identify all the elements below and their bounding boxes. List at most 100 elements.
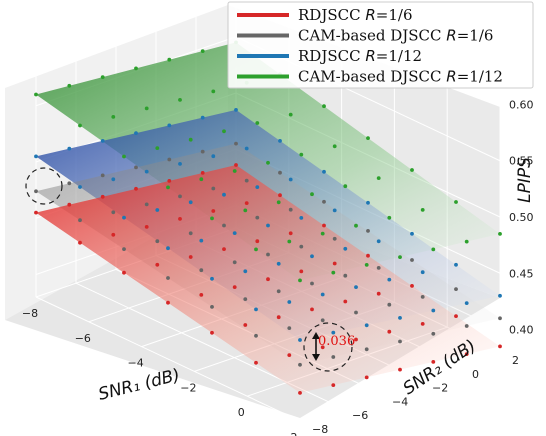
z-tick-label: 0.45 [509, 267, 534, 280]
data-point [144, 225, 149, 229]
y-tick-label: −2 [432, 382, 448, 395]
data-point [222, 247, 226, 252]
data-point [454, 262, 458, 267]
tick-labels: −8 −6 −4 −2 0 2 −8 −6 −4 −2 0 2 0.40 0.45 0.50 0.55 0.60 [22, 99, 534, 436]
z-tick-label: 0.60 [509, 99, 534, 112]
data-point [410, 258, 414, 262]
data-point [376, 239, 381, 244]
data-point [210, 216, 214, 221]
legend-label-value: =1/12 [376, 47, 422, 65]
data-point [211, 209, 216, 213]
data-point [144, 169, 149, 174]
data-point [299, 269, 304, 274]
data-point [234, 163, 238, 167]
data-point [332, 236, 337, 241]
data-point [298, 338, 302, 342]
data-point [122, 215, 126, 220]
data-point [166, 300, 170, 305]
data-point [78, 240, 82, 245]
data-point [454, 287, 458, 291]
data-point [343, 299, 348, 304]
legend-label-value: =1/6 [457, 27, 494, 45]
data-point [310, 281, 314, 286]
data-point [67, 181, 72, 186]
data-point [78, 218, 82, 223]
data-point [431, 360, 436, 364]
data-point [331, 270, 336, 275]
data-point [166, 276, 170, 280]
legend-label-rate: R [446, 68, 456, 86]
data-point [266, 223, 270, 228]
data-point [232, 169, 237, 173]
data-point [200, 49, 205, 53]
data-point [243, 323, 248, 327]
data-point [254, 333, 258, 338]
data-point [420, 322, 425, 326]
legend-label-rate: R [365, 47, 375, 65]
data-point [199, 293, 204, 297]
data-point [354, 223, 358, 228]
data-point [288, 112, 293, 117]
z-axis-label: LPIPS [515, 157, 535, 203]
data-point [332, 208, 337, 213]
data-point [266, 160, 270, 165]
data-point [100, 75, 105, 79]
data-point [364, 347, 369, 352]
data-point [188, 137, 193, 142]
data-point [431, 308, 436, 313]
x-tick-label: −2 [180, 381, 196, 394]
data-point [134, 66, 138, 71]
data-point [278, 170, 282, 175]
data-point [364, 263, 369, 267]
legend-label-text: RDJSCC [298, 6, 365, 24]
legend-label: RDJSCC R=1/6 [298, 6, 413, 24]
data-point [144, 202, 149, 207]
data-point [155, 262, 160, 267]
legend-label-text: RDJSCC [298, 47, 365, 65]
data-point [331, 355, 336, 359]
data-point [34, 92, 38, 97]
data-point [167, 123, 172, 128]
data-point [366, 136, 370, 141]
data-point [166, 246, 170, 251]
data-point [320, 292, 325, 297]
data-point [200, 171, 205, 175]
data-point [298, 391, 302, 395]
data-point [255, 185, 260, 190]
data-point [288, 177, 293, 182]
data-point [234, 108, 238, 112]
data-point [398, 367, 402, 372]
data-point [155, 208, 160, 212]
data-point [134, 131, 138, 136]
data-point [454, 200, 458, 204]
z-tick-label: 0.50 [509, 211, 534, 224]
data-point [331, 330, 336, 335]
z-tick-label: 0.55 [509, 155, 534, 168]
data-point [420, 208, 425, 212]
data-point [276, 200, 281, 205]
legend-label-value: =1/6 [376, 6, 413, 24]
data-point [111, 115, 116, 119]
legend-label-rate: R [446, 27, 456, 45]
data-point [134, 165, 138, 170]
data-point [244, 178, 249, 183]
data-point [100, 194, 105, 199]
data-point [410, 284, 414, 288]
data-point [34, 210, 38, 215]
data-point [67, 202, 72, 207]
data-point [332, 144, 337, 149]
data-point [67, 146, 72, 151]
data-point [343, 184, 348, 189]
data-point [67, 83, 72, 88]
data-point [155, 146, 160, 151]
data-point [320, 231, 325, 236]
data-point [210, 305, 214, 309]
data-point [364, 375, 369, 380]
legend-label: CAM-based DJSCC R=1/6 [298, 27, 493, 45]
data-point [199, 268, 204, 273]
data-point [299, 244, 304, 249]
z-tick-label: 0.40 [509, 324, 534, 337]
data-point [464, 239, 469, 244]
data-point [200, 115, 205, 120]
legend-label-rate: R [365, 6, 375, 24]
